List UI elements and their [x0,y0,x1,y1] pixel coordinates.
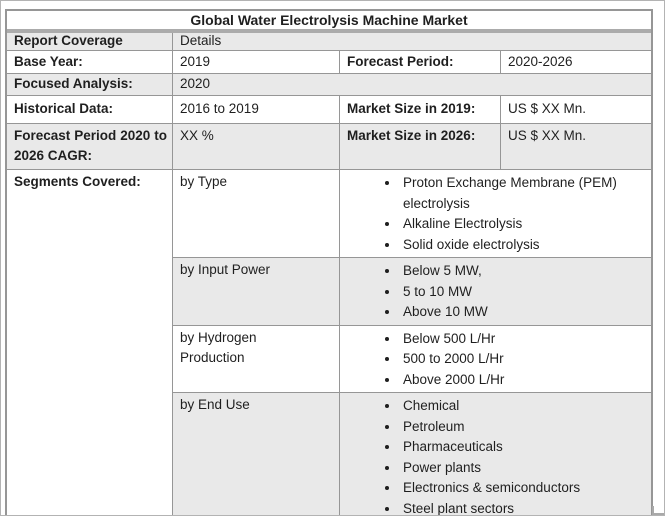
historical-data-label: Historical Data: [14,101,114,116]
segment-type-name: by Type [172,170,339,257]
list-item: Proton Exchange Membrane (PEM) electroly… [400,173,647,214]
list-item: Electronics & semiconductors [400,478,647,499]
market-size-2026-label: Market Size in 2026: [339,124,500,169]
segment-end-use-items: Chemical Petroleum Pharmaceuticals Power… [339,393,651,516]
segments-covered-label: Segments Covered: [14,174,141,189]
row-report-coverage: Report Coverage Details [7,33,651,50]
frame-corner-artifact-horizontal [652,513,664,515]
market-size-2019-value: US $ XX Mn. [500,96,651,123]
list-item: Above 10 MW [400,302,647,323]
segment-type-items: Proton Exchange Membrane (PEM) electroly… [339,170,651,257]
segments-body: by Type Proton Exchange Membrane (PEM) e… [172,170,651,516]
focused-analysis-label: Focused Analysis: [14,76,133,91]
segment-end-use-name: by End Use [172,393,339,515]
segment-group-type: by Type Proton Exchange Membrane (PEM) e… [172,170,651,257]
forecast-period-value: 2020-2026 [500,51,651,73]
market-coverage-table: Global Water Electrolysis Machine Market… [5,9,653,516]
table-title: Global Water Electrolysis Machine Market [190,12,468,28]
table-title-row: Global Water Electrolysis Machine Market [7,11,651,33]
forecast-period-label: Forecast Period: [339,51,500,73]
segment-input-power-name: by Input Power [172,258,339,325]
base-year-value: 2019 [172,51,339,73]
row-base-year: Base Year: 2019 Forecast Period: 2020-20… [7,50,651,73]
market-size-2026-value: US $ XX Mn. [500,124,651,169]
segment-hydrogen-production-items: Below 500 L/Hr 500 to 2000 L/Hr Above 20… [339,325,651,392]
list-item: 500 to 2000 L/Hr [400,349,647,370]
segment-group-hydrogen-production: by Hydrogen Production Below 500 L/Hr 50… [172,324,651,392]
list-item: Below 5 MW, [400,261,647,282]
row-focused-analysis: Focused Analysis: 2020 [7,73,651,95]
list-item: Chemical [400,396,647,417]
report-coverage-label: Report Coverage [14,33,123,48]
forecast-cagr-value: XX % [172,124,339,169]
list-item: Below 500 L/Hr [400,329,647,350]
list-item: Petroleum [400,417,647,438]
segment-input-power-items: Below 5 MW, 5 to 10 MW Above 10 MW [339,258,651,325]
list-item: Above 2000 L/Hr [400,370,647,391]
list-item: Power plants [400,458,647,479]
forecast-cagr-label: Forecast Period 2020 to 2026 CAGR: [14,128,167,163]
market-size-2019-label: Market Size in 2019: [339,96,500,123]
focused-analysis-value: 2020 [172,74,651,95]
segment-hydrogen-production-name: by Hydrogen Production [172,325,339,392]
row-forecast-cagr: Forecast Period 2020 to 2026 CAGR: XX % … [7,123,651,169]
row-historical-data: Historical Data: 2016 to 2019 Market Siz… [7,95,651,123]
list-item: 5 to 10 MW [400,282,647,303]
list-item: Solid oxide electrolysis [400,235,647,256]
row-segments-covered: Segments Covered: by Type Proton Exchang… [7,169,651,516]
list-item: Alkaline Electrolysis [400,214,647,235]
base-year-label: Base Year: [14,54,83,69]
frame-corner-artifact-vertical [652,506,654,515]
segment-group-end-use: by End Use Chemical Petroleum Pharmaceut… [172,392,651,516]
report-coverage-value: Details [172,33,651,50]
historical-data-value: 2016 to 2019 [172,96,339,123]
segment-group-input-power: by Input Power Below 5 MW, 5 to 10 MW Ab… [172,257,651,325]
list-item: Pharmaceuticals [400,437,647,458]
list-item: Steel plant sectors [400,499,647,516]
